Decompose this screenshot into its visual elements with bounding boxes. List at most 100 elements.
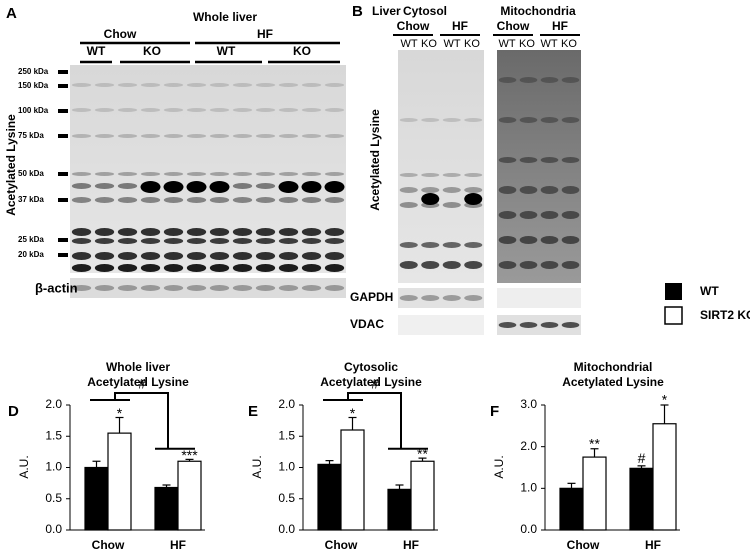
- band: [232, 228, 253, 236]
- band: [324, 172, 345, 176]
- band: [163, 134, 184, 138]
- band: [163, 264, 184, 272]
- blot-title: Whole liver: [193, 10, 257, 24]
- bracket: [323, 392, 428, 450]
- band: [278, 181, 299, 193]
- band: [232, 108, 253, 112]
- band: [255, 134, 276, 138]
- marker-tick: [58, 70, 68, 74]
- band: [209, 197, 230, 203]
- lane-label: WT: [498, 38, 515, 50]
- band: [94, 228, 115, 236]
- band: [71, 183, 92, 189]
- band: [278, 228, 299, 236]
- x-tick-label: Chow: [567, 538, 600, 552]
- band: [399, 242, 418, 248]
- band: [232, 183, 253, 189]
- band: [209, 172, 230, 176]
- band: [301, 134, 322, 138]
- bar: [410, 460, 435, 531]
- x-tick-label: Chow: [92, 538, 125, 552]
- band: [71, 238, 92, 244]
- band: [255, 264, 276, 272]
- y-axis-label: A.U.: [17, 455, 31, 478]
- band: [232, 285, 253, 291]
- lane-label: KO: [421, 38, 437, 50]
- y-tick-label: 1.5: [45, 428, 62, 442]
- band: [498, 157, 517, 163]
- band: [464, 187, 483, 193]
- band: [399, 173, 418, 177]
- band: [186, 252, 207, 260]
- lane-label: WT: [443, 38, 460, 50]
- marker-tick: [58, 198, 68, 202]
- band: [442, 261, 461, 269]
- band: [498, 236, 517, 244]
- band: [498, 186, 517, 194]
- band: [209, 264, 230, 272]
- band: [399, 202, 418, 208]
- marker-tick: [58, 238, 68, 242]
- annotation: *: [117, 405, 123, 421]
- band: [540, 322, 559, 328]
- bar: [154, 486, 179, 531]
- loading-label: VDAC: [350, 317, 384, 331]
- loading-label: β-actin: [35, 280, 78, 295]
- bar: [387, 488, 412, 531]
- band: [519, 157, 538, 163]
- band: [498, 77, 517, 83]
- band: [140, 228, 161, 236]
- band: [421, 193, 440, 205]
- fraction-label: Mitochondria: [500, 4, 576, 18]
- band: [421, 118, 440, 122]
- y-tick-label: 3.0: [520, 397, 537, 411]
- band: [399, 118, 418, 122]
- fraction-label: Cytosol: [403, 4, 447, 18]
- bar: [559, 487, 584, 531]
- band: [186, 228, 207, 236]
- bar: [629, 467, 654, 531]
- band: [140, 181, 161, 193]
- band: [519, 77, 538, 83]
- band: [324, 134, 345, 138]
- band: [519, 211, 538, 219]
- marker-tick: [58, 84, 68, 88]
- band: [442, 173, 461, 177]
- group-label: Chow: [497, 19, 530, 33]
- band: [442, 242, 461, 248]
- x-tick-label: HF: [645, 538, 661, 552]
- band: [117, 83, 138, 87]
- band: [71, 285, 92, 291]
- band: [301, 83, 322, 87]
- band: [301, 228, 322, 236]
- band: [519, 322, 538, 328]
- band: [163, 252, 184, 260]
- blot-vdac-mito: [497, 315, 581, 335]
- annotation: **: [589, 435, 600, 451]
- marker-label: 20 kDa: [18, 250, 44, 259]
- band: [301, 285, 322, 291]
- marker-label: 37 kDa: [18, 195, 44, 204]
- y-tick-label: 2.0: [278, 397, 295, 411]
- band: [209, 252, 230, 260]
- band: [140, 197, 161, 203]
- y-axis-label: A.U.: [492, 455, 506, 478]
- band: [324, 181, 345, 193]
- bar: [652, 423, 677, 531]
- band: [71, 252, 92, 260]
- y-label: Acetylated Lysine: [368, 109, 382, 211]
- band: [442, 295, 461, 301]
- band: [278, 264, 299, 272]
- band: [209, 108, 230, 112]
- band: [519, 261, 538, 269]
- band: [232, 134, 253, 138]
- panel-letter: F: [490, 403, 499, 420]
- band: [498, 117, 517, 123]
- blot-mito: [497, 50, 581, 283]
- band: [421, 295, 440, 301]
- band: [94, 134, 115, 138]
- band: [421, 187, 440, 193]
- band: [94, 108, 115, 112]
- lane-label: KO: [293, 44, 311, 58]
- band: [140, 285, 161, 291]
